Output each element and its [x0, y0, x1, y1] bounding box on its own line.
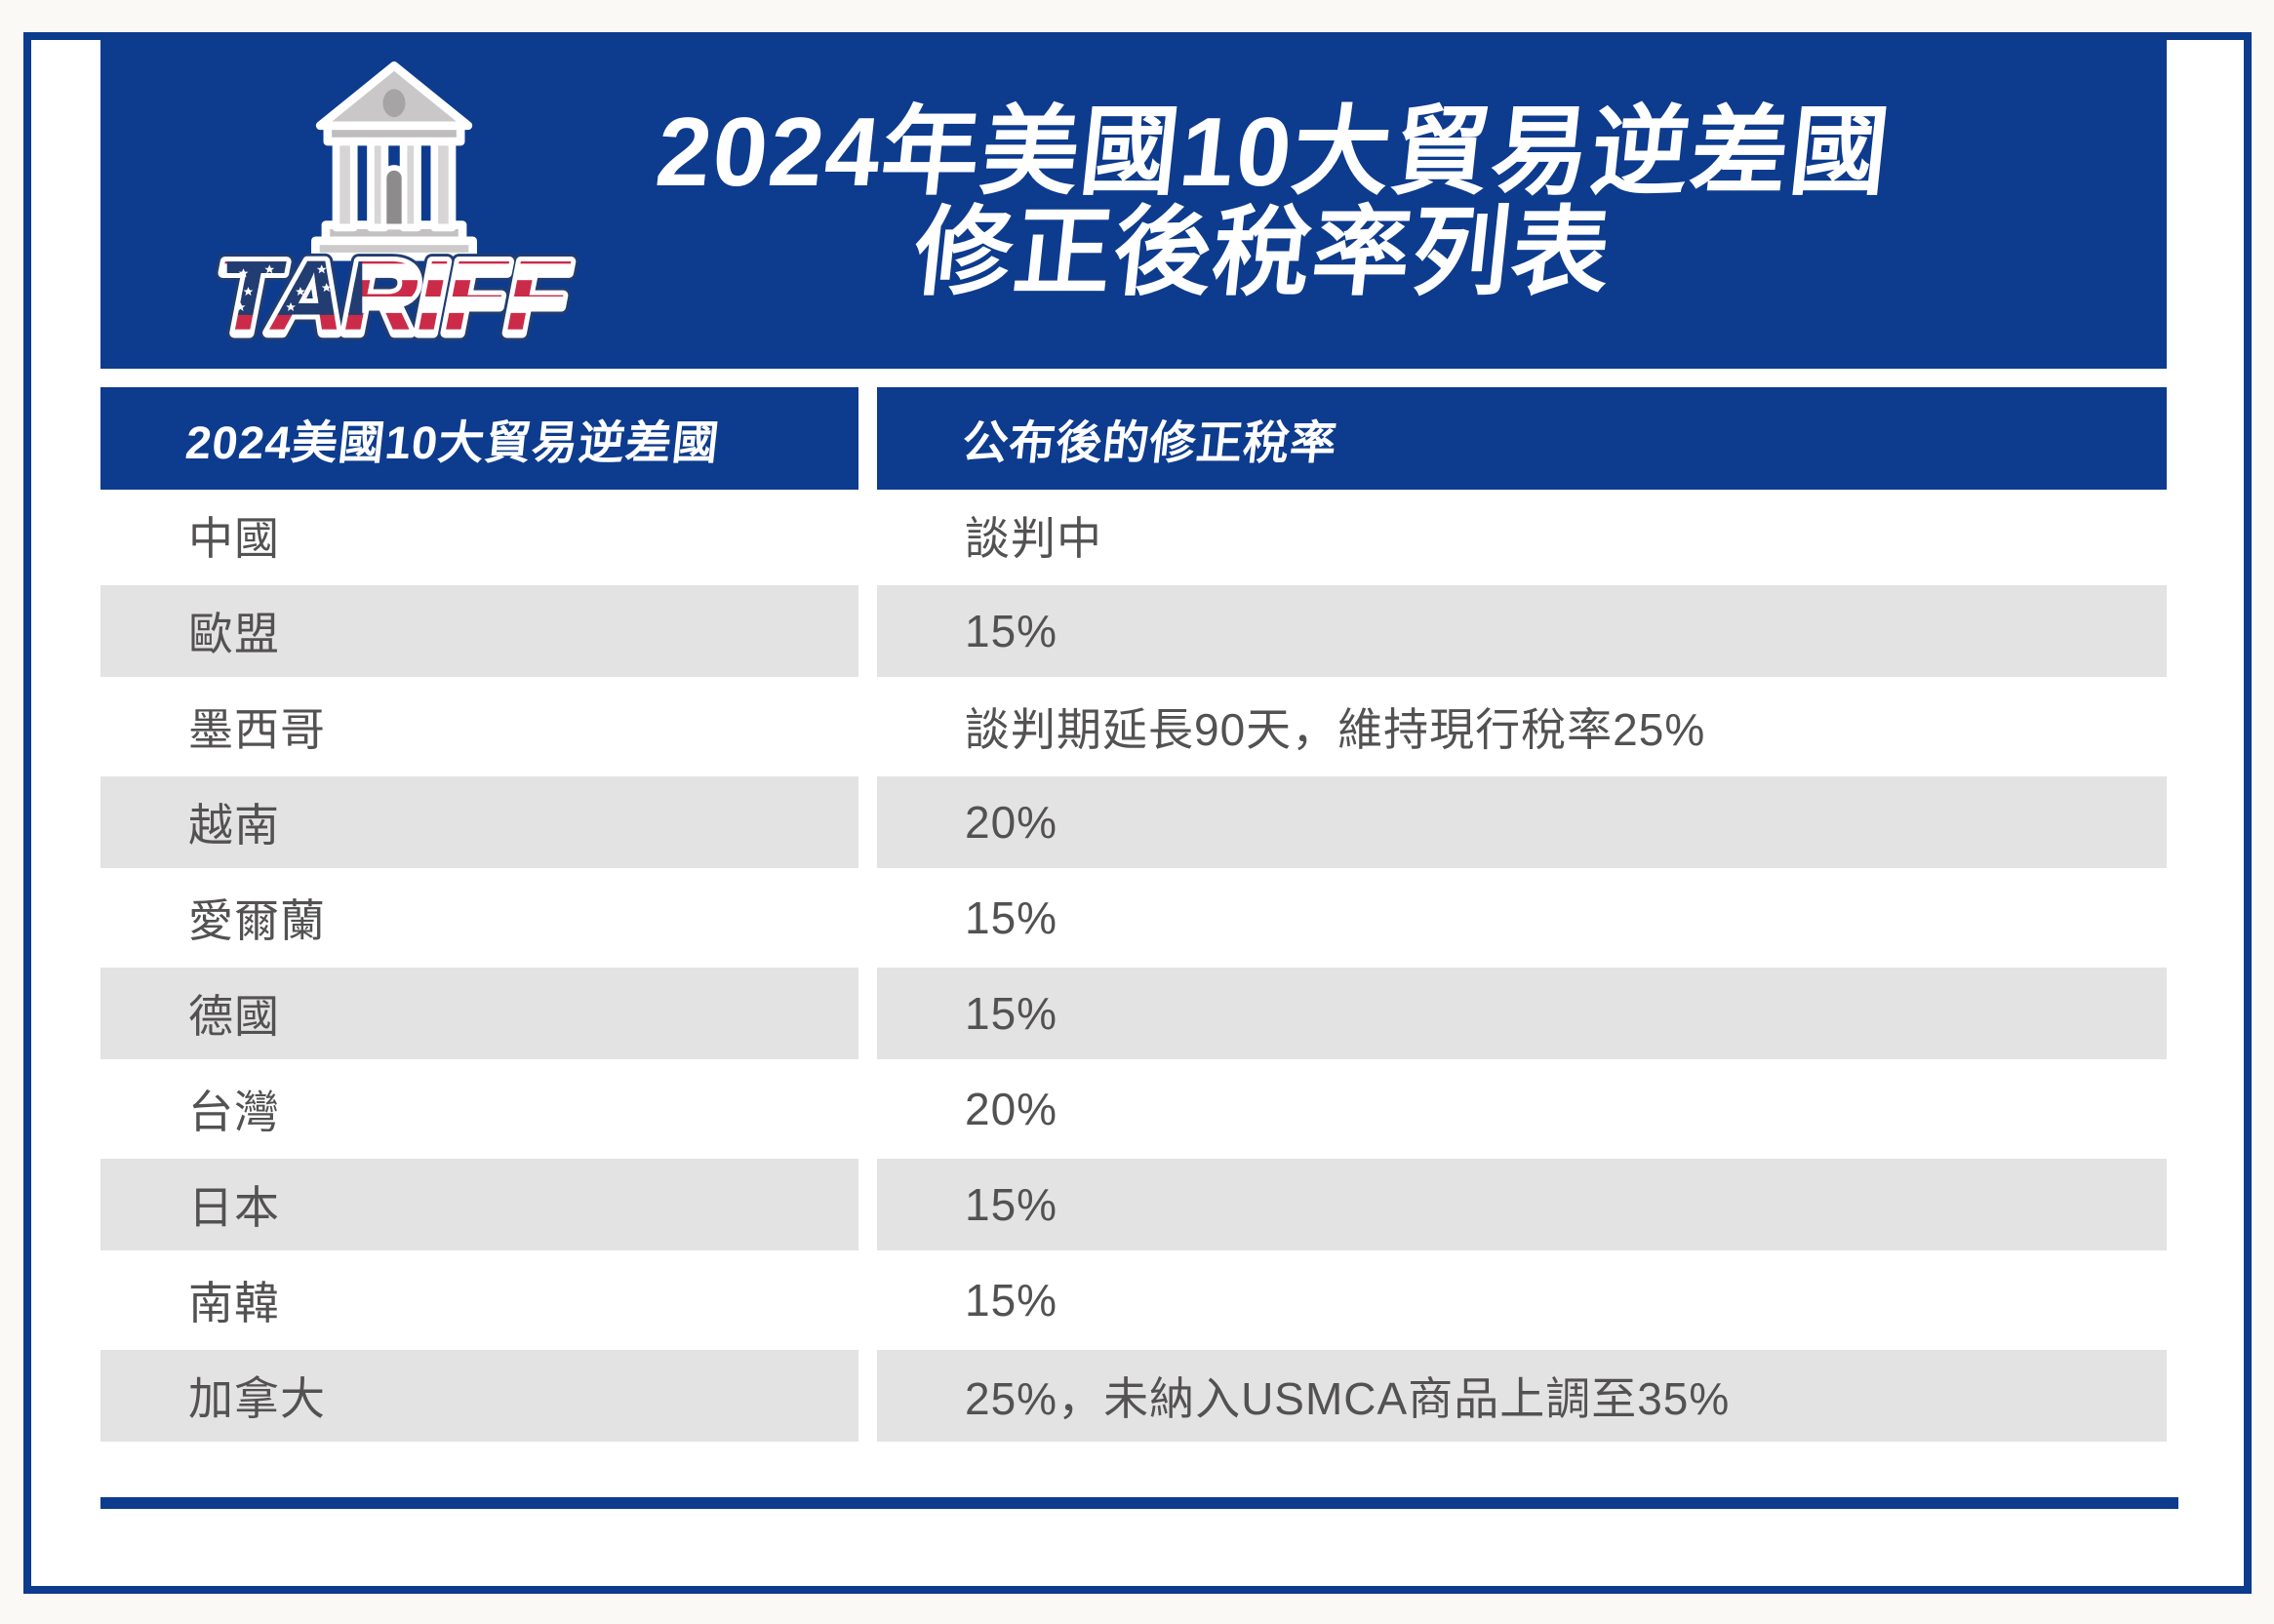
rate-label: 25%，未納入USMCA商品上調至35% [965, 1373, 1731, 1424]
table-row: 日本 15% [100, 1159, 2167, 1254]
bank-building-icon [311, 60, 477, 261]
table-row: 南韓 15% [100, 1254, 2167, 1350]
header-banner: TARIFF TARIFF TARIFF TARIFF 2024年美國10大貿易… [100, 32, 2167, 369]
tariff-logo: TARIFF TARIFF TARIFF TARIFF [100, 32, 705, 369]
country-cell: 歐盟 [100, 585, 858, 677]
country-label: 德國 [188, 991, 280, 1042]
table-row: 歐盟 15% [100, 585, 2167, 681]
country-label: 南韓 [188, 1278, 280, 1328]
table-row: 墨西哥 談判期延長90天，維持現行稅率25% [100, 681, 2167, 776]
country-cell: 台灣 [100, 1063, 858, 1155]
column-header-rates: 公布後的修正稅率 [877, 387, 2167, 490]
bottom-divider-line [100, 1497, 2178, 1509]
country-cell: 加拿大 [100, 1350, 858, 1442]
column-header-countries-label: 2024美國10大貿易逆差國 [182, 416, 723, 468]
page-title-line1: 2024年美國10大貿易逆差國 [651, 98, 1896, 207]
rate-label: 談判中 [965, 513, 1102, 564]
table-row: 台灣 20% [100, 1063, 2167, 1159]
rate-label: 20% [965, 1084, 1058, 1134]
rate-label: 15% [965, 892, 1058, 943]
rate-cell: 談判期延長90天，維持現行稅率25% [877, 681, 2167, 772]
tariff-wordmark: TARIFF TARIFF TARIFF TARIFF [208, 239, 581, 358]
country-label: 歐盟 [188, 609, 280, 659]
rate-cell: 談判中 [877, 490, 2167, 581]
column-header-rates-label: 公布後的修正稅率 [959, 416, 1340, 468]
country-label: 台灣 [188, 1087, 280, 1137]
tariff-canton [226, 241, 363, 315]
country-label: 加拿大 [188, 1373, 326, 1424]
rate-label: 15% [965, 1275, 1058, 1326]
table-row: 加拿大 25%，未納入USMCA商品上調至35% [100, 1350, 2167, 1446]
country-cell: 中國 [100, 490, 858, 581]
column-header-countries: 2024美國10大貿易逆差國 [100, 387, 858, 490]
country-cell: 越南 [100, 776, 858, 868]
rate-cell: 15% [877, 585, 2167, 677]
table-row: 愛爾蘭 15% [100, 872, 2167, 968]
country-cell: 日本 [100, 1159, 858, 1250]
country-cell: 德國 [100, 968, 858, 1059]
rate-cell: 15% [877, 968, 2167, 1059]
table-row: 越南 20% [100, 776, 2167, 872]
country-label: 越南 [188, 800, 280, 851]
rate-label: 談判期延長90天，維持現行稅率25% [965, 704, 1706, 755]
page-title-line2: 修正後稅率列表 [908, 198, 1617, 307]
table-row: 德國 15% [100, 968, 2167, 1063]
rate-label: 15% [965, 988, 1058, 1039]
rate-cell: 15% [877, 872, 2167, 964]
country-label: 日本 [188, 1182, 280, 1233]
rate-cell: 15% [877, 1159, 2167, 1250]
rate-cell: 25%，未納入USMCA商品上調至35% [877, 1350, 2167, 1442]
page-title: 2024年美國10大貿易逆差國 修正後稅率列表 [428, 98, 2108, 307]
rate-cell: 20% [877, 776, 2167, 868]
rate-cell: 15% [877, 1254, 2167, 1346]
country-label: 墨西哥 [188, 704, 326, 755]
table-row: 中國 談判中 [100, 490, 2167, 585]
tariff-table-body: 中國 談判中 歐盟 15% 墨西哥 談判期延長90天，維持現行稅率25% 越南 … [100, 490, 2167, 1446]
rate-cell: 20% [877, 1063, 2167, 1155]
rate-label: 15% [965, 1179, 1058, 1230]
rate-label: 20% [965, 797, 1058, 848]
country-label: 中國 [188, 513, 280, 564]
country-cell: 墨西哥 [100, 681, 858, 772]
rate-label: 15% [965, 606, 1058, 656]
country-cell: 南韓 [100, 1254, 858, 1346]
country-label: 愛爾蘭 [188, 895, 326, 946]
country-cell: 愛爾蘭 [100, 872, 858, 964]
